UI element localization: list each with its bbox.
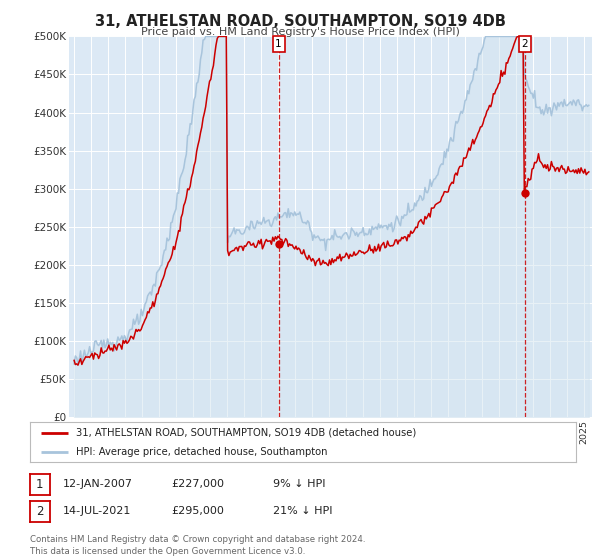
Text: 31, ATHELSTAN ROAD, SOUTHAMPTON, SO19 4DB (detached house): 31, ATHELSTAN ROAD, SOUTHAMPTON, SO19 4D… — [76, 428, 416, 438]
Text: Contains HM Land Registry data © Crown copyright and database right 2024.
This d: Contains HM Land Registry data © Crown c… — [30, 535, 365, 556]
Text: Price paid vs. HM Land Registry's House Price Index (HPI): Price paid vs. HM Land Registry's House … — [140, 27, 460, 37]
Text: 1: 1 — [275, 39, 282, 49]
Text: HPI: Average price, detached house, Southampton: HPI: Average price, detached house, Sout… — [76, 446, 328, 456]
Text: 2: 2 — [36, 505, 44, 518]
Text: £295,000: £295,000 — [171, 506, 224, 516]
Text: £227,000: £227,000 — [171, 479, 224, 489]
Text: 2: 2 — [521, 39, 528, 49]
Text: 12-JAN-2007: 12-JAN-2007 — [62, 479, 133, 489]
Text: 9% ↓ HPI: 9% ↓ HPI — [273, 479, 325, 489]
Text: 21% ↓ HPI: 21% ↓ HPI — [273, 506, 332, 516]
Text: 14-JUL-2021: 14-JUL-2021 — [62, 506, 131, 516]
Text: 1: 1 — [36, 478, 44, 491]
Text: 31, ATHELSTAN ROAD, SOUTHAMPTON, SO19 4DB: 31, ATHELSTAN ROAD, SOUTHAMPTON, SO19 4D… — [95, 14, 505, 29]
